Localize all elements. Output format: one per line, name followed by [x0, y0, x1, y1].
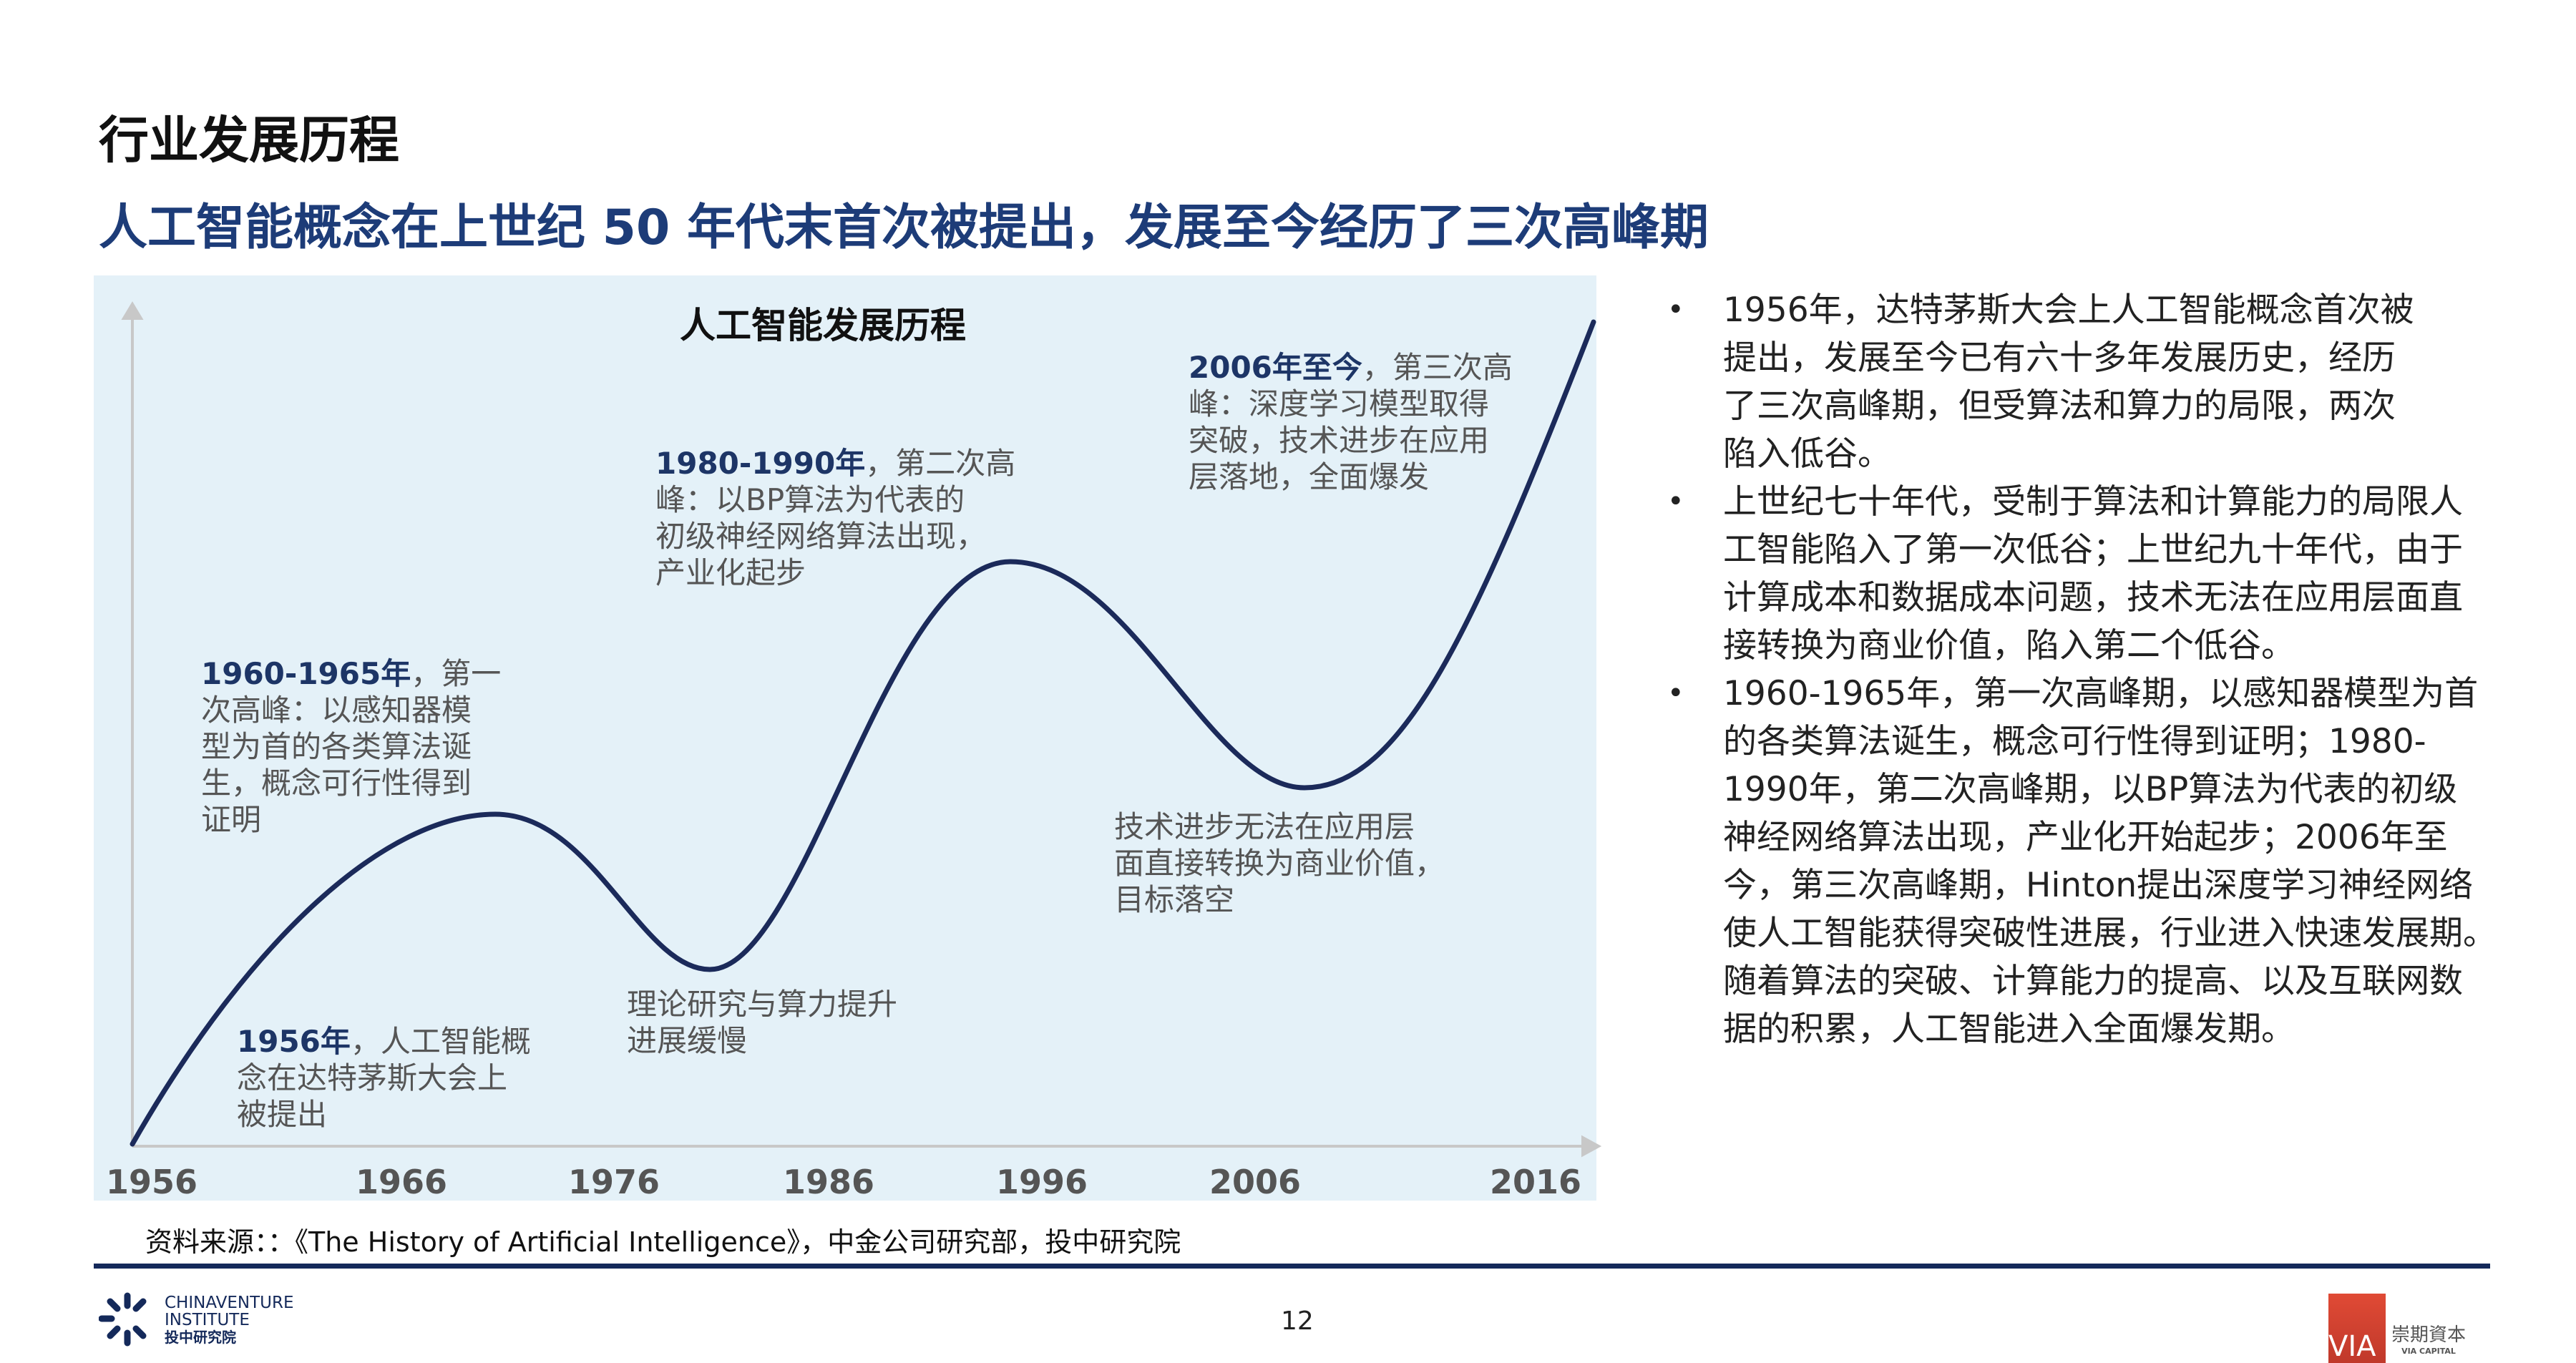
chinaventure-mark-icon: [99, 1292, 147, 1347]
annotation-text: 峰：以BP算法为代表的: [655, 482, 965, 517]
annotation-text: ，第三次高: [1362, 350, 1513, 385]
annotation-text: 峰：深度学习模型取得: [1189, 386, 1490, 421]
logo-text: CHINAVENTURE: [165, 1294, 294, 1312]
annotation-text: 产业化起步: [655, 555, 806, 590]
annotation-text: 型为首的各类算法诞: [201, 729, 472, 764]
x-tick-label: 1986: [782, 1163, 875, 1201]
annotation-highlight: 1956年: [237, 1024, 351, 1059]
annotation-highlight: 2006年至今: [1189, 350, 1362, 385]
bullet-icon: •: [1667, 293, 1684, 326]
annotation-1956: 1956年，人工智能概 念在达特茅斯大会上 被提出: [237, 1023, 531, 1133]
annotation-text: 证明: [201, 802, 262, 837]
logo-text: 投中研究院: [165, 1329, 236, 1346]
x-tick-label: 1956: [105, 1163, 198, 1201]
annotation-text: 层落地，全面爆发: [1189, 459, 1430, 494]
annotation-text: 次高峰：以感知器模: [201, 693, 472, 728]
annotation-text: ，人工智能概: [350, 1024, 531, 1059]
bullet-line: 随着算法的突破、计算能力的提高、以及互联网数: [1723, 962, 2463, 1001]
bullet-line: 今，第三次高峰期，Hinton提出深度学习神经网络: [1723, 866, 2474, 905]
bullet-line: 计算成本和数据成本问题，技术无法在应用层面直: [1723, 578, 2463, 617]
bullet-line: 了三次高峰期，但受算法和算力的局限，两次: [1723, 386, 2396, 426]
chinaventure-logo: CHINAVENTURE INSTITUTE 投中研究院: [99, 1291, 293, 1349]
diagram-panel: [94, 275, 1596, 1201]
annotation-text: ，第一: [411, 656, 502, 691]
annotation-text: 念在达特茅斯大会上: [237, 1060, 508, 1095]
logo-text: INSTITUTE: [165, 1311, 250, 1329]
diagram-title: 人工智能发展历程: [680, 305, 966, 346]
annotation-text: 初级神经网络算法出现，: [655, 519, 987, 554]
page-title: 行业发展历程: [99, 111, 399, 170]
bullet-line: 据的积累，人工智能进入全面爆发期。: [1723, 1010, 2295, 1049]
bullet-line: 提出，发展至今已有六十多年发展历史，经历: [1723, 338, 2396, 378]
annotation-2006: 2006年至今，第三次高 峰：深度学习模型取得 突破，技术进步在应用 层落地，全面爆发: [1189, 349, 1513, 495]
annotation-text: 突破，技术进步在应用: [1189, 423, 1490, 458]
x-tick-label: 2016: [1489, 1163, 1582, 1201]
bullet-line: 神经网络算法出现，产业化开始起步；2006年至: [1723, 818, 2448, 857]
bullet-line: 上世纪七十年代，受制于算法和计算能力的局限人: [1723, 482, 2463, 522]
bullet-item: • 上世纪七十年代，受制于算法和计算能力的局限人 工智能陷入了第一次低谷；上世纪…: [1660, 478, 2497, 670]
footer-divider: [94, 1264, 2490, 1269]
annotation-text: 理论研究与算力提升: [627, 987, 898, 1022]
bullet-item: • 1956年，达特茅斯大会上人工智能概念首次被 提出，发展至今已有六十多年发展…: [1660, 286, 2497, 478]
bullet-icon: •: [1667, 485, 1684, 518]
bullet-line: 陷入低谷。: [1723, 434, 1891, 474]
bullet-item: • 1960-1965年，第一次高峰期，以感知器模型为首 的各类算法诞生，概念可…: [1660, 670, 2497, 1053]
annotation-1980: 1980-1990年，第二次高 峰：以BP算法为代表的 初级神经网络算法出现， 产业化…: [655, 445, 1015, 591]
page-number: 12: [1281, 1306, 1314, 1336]
bullet-line: 使人工智能获得突破性进展，行业进入快速发展期。: [1723, 914, 2497, 953]
annotation-1960: 1960-1965年，第一 次高峰：以感知器模 型为首的各类算法诞 生，概念可行性得到…: [201, 655, 501, 838]
annotation-highlight: 1960-1965年: [201, 656, 411, 691]
bullet-line: 接转换为商业价值，陷入第二个低谷。: [1723, 626, 2295, 665]
y-axis-arrow-icon: [121, 301, 144, 320]
logo-text: VIA CAPITAL: [2401, 1347, 2456, 1356]
via-capital-logo: VIA 崇期資本 VIA CAPITAL: [2328, 1294, 2466, 1363]
x-tick-label: 2006: [1209, 1163, 1302, 1201]
annotation-text: 被提出: [237, 1097, 328, 1132]
annotation-text: 技术进步无法在应用层: [1114, 809, 1415, 844]
bullet-icon: •: [1667, 677, 1684, 710]
ai-development-curve: [130, 319, 1596, 1147]
x-axis-arrow-icon: [1581, 1135, 1602, 1158]
annotation-trough-2: 技术进步无法在应用层 面直接转换为商业价值， 目标落空: [1114, 808, 1445, 918]
bullet-line: 1990年，第二次高峰期，以BP算法为代表的初级: [1723, 770, 2458, 809]
x-tick-label: 1996: [995, 1163, 1088, 1201]
annotation-text: 进展缓慢: [627, 1023, 748, 1058]
annotation-text: 面直接转换为商业价值，: [1114, 846, 1445, 881]
annotation-highlight: 1980-1990年: [655, 446, 866, 481]
bullet-line: 工智能陷入了第一次低谷；上世纪九十年代，由于: [1723, 530, 2463, 570]
annotation-text: 生，概念可行性得到: [201, 766, 472, 801]
logo-text: 崇期資本: [2391, 1324, 2467, 1346]
page-subtitle: 人工智能概念在上世纪 50 年代末首次被提出，发展至今经历了三次高峰期: [99, 200, 1709, 256]
annotation-text: ，第二次高: [865, 446, 1016, 481]
bullet-line: 1960-1965年，第一次高峰期，以感知器模型为首: [1723, 674, 2479, 713]
source-note: 资料来源：：《The History of Artificial Intelli…: [145, 1226, 1181, 1258]
annotation-trough-1: 理论研究与算力提升 进展缓慢: [627, 986, 897, 1059]
x-tick-label: 1976: [567, 1163, 660, 1201]
x-tick-label: 1966: [355, 1163, 448, 1201]
bullet-line: 1956年，达特茅斯大会上人工智能概念首次被: [1723, 290, 2414, 330]
bullet-list: • 1956年，达特茅斯大会上人工智能概念首次被 提出，发展至今已有六十多年发展…: [1660, 286, 2497, 1053]
annotation-text: 目标落空: [1114, 882, 1235, 917]
bullet-line: 的各类算法诞生，概念可行性得到证明；1980-: [1723, 722, 2426, 761]
via-mark: VIA: [2328, 1294, 2386, 1363]
